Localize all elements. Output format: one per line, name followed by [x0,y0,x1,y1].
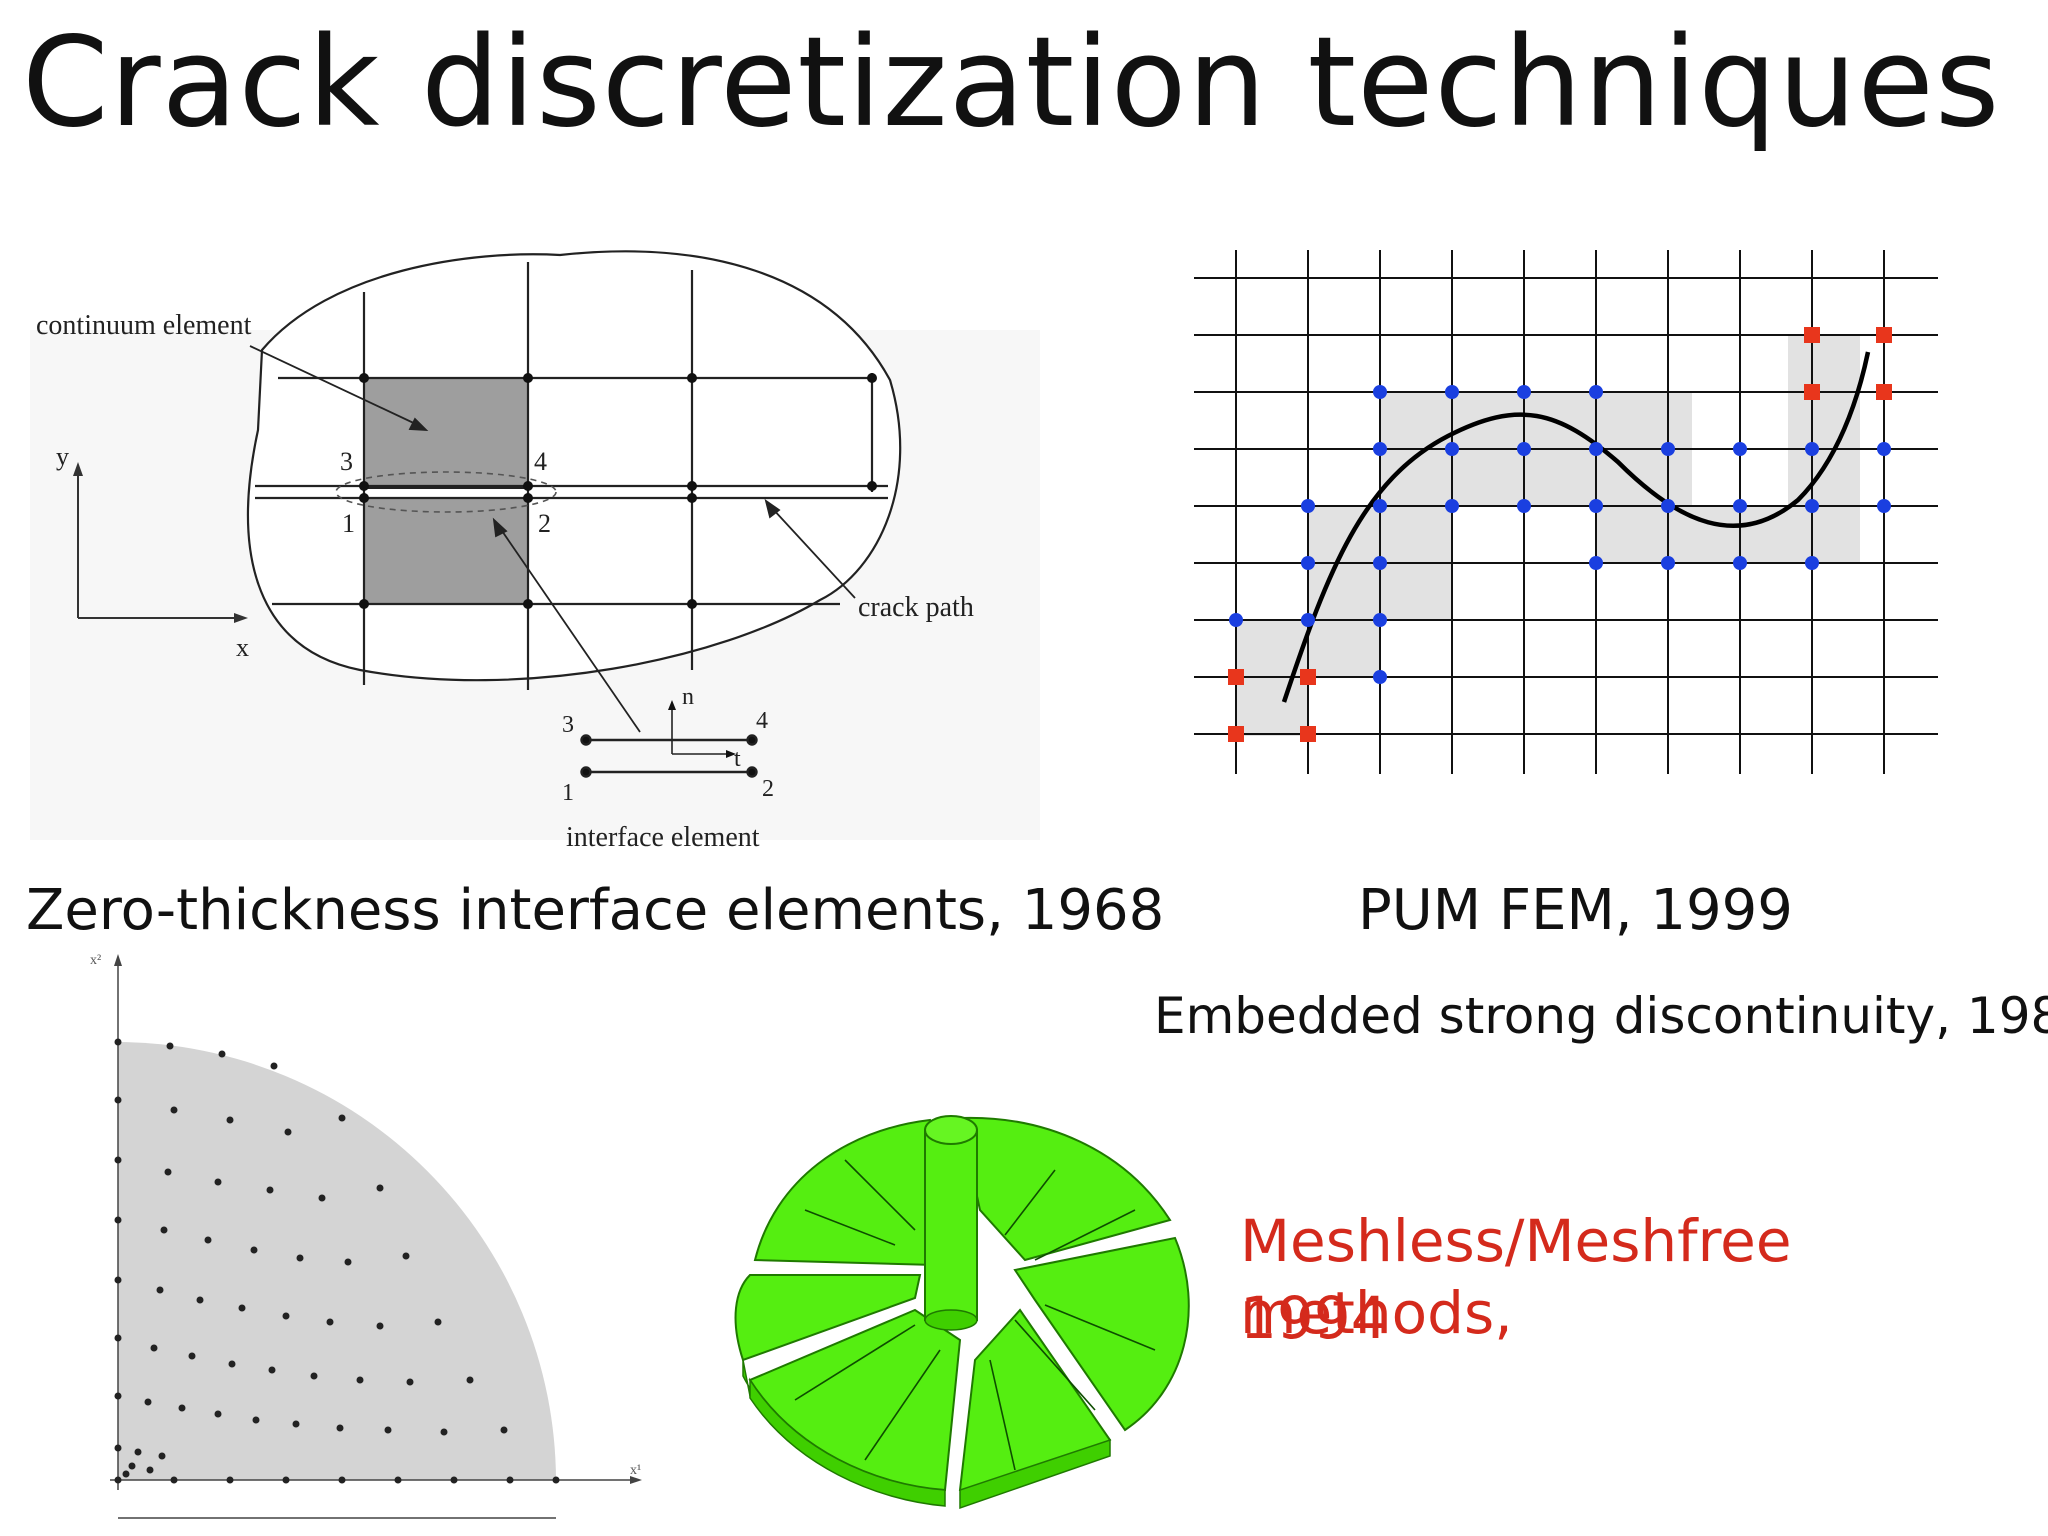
meshless-axis-y: x² [90,953,101,968]
detail-node-1: 1 [562,780,574,806]
pum-fem-figure [1194,250,1938,774]
detail-node-2: 2 [762,776,774,802]
disc-side-thickness [742,1359,1111,1510]
fractured-disc-3d-figure [734,1115,1190,1510]
node-label-1: 1 [342,509,355,538]
disc-fragments [734,1116,1190,1492]
crack-branches [794,1159,1156,1471]
slide-title: Crack discretization techniques [22,11,2001,155]
local-axis-n: n [682,684,694,710]
caption-meshless-line2: 1994 [1240,1284,1388,1352]
caption-meshless-line1: Meshless/Meshfree methods, [1240,1207,1792,1347]
interface-highlight [335,471,557,513]
quarter-disc-domain [118,1042,556,1480]
caption-interface-elements: Zero-thickness interface elements, 1968 [26,878,1165,943]
crack-path-label: crack path [858,592,974,623]
meshless-axis-x: x¹ [630,1463,641,1478]
axis-x-label: x [236,633,249,662]
meshless-nodes-figure: x² x¹ [90,953,642,1519]
detail-node-3: 3 [562,712,574,738]
interface-element-label: interface element [566,822,760,853]
detail-node-4: 4 [756,708,768,734]
xy-axes [73,462,248,623]
node-label-4: 4 [534,447,547,476]
standard-enriched-nodes [1229,385,1891,684]
caption-embedded-discontinuity: Embedded strong discontinuity, 1987 [1154,987,2048,1045]
mesh-nodes [359,373,877,609]
interface-element-figure: y x 3 4 1 2 continuum element crack path [30,250,1040,853]
interface-element-detail [580,700,758,778]
continuum-element-lower [363,497,529,605]
central-cylinder [924,1115,978,1331]
axis-y-label: y [56,442,69,471]
leader-arrows [249,345,856,733]
meshless-node-points [114,1038,560,1484]
node-label-3: 3 [340,447,353,476]
continuum-element-label: continuum element [36,310,252,341]
caption-pum-fem: PUM FEM, 1999 [1358,878,1793,943]
tip-enriched-nodes [1228,327,1892,742]
node-label-2: 2 [538,509,551,538]
local-axis-t: t [734,746,741,772]
